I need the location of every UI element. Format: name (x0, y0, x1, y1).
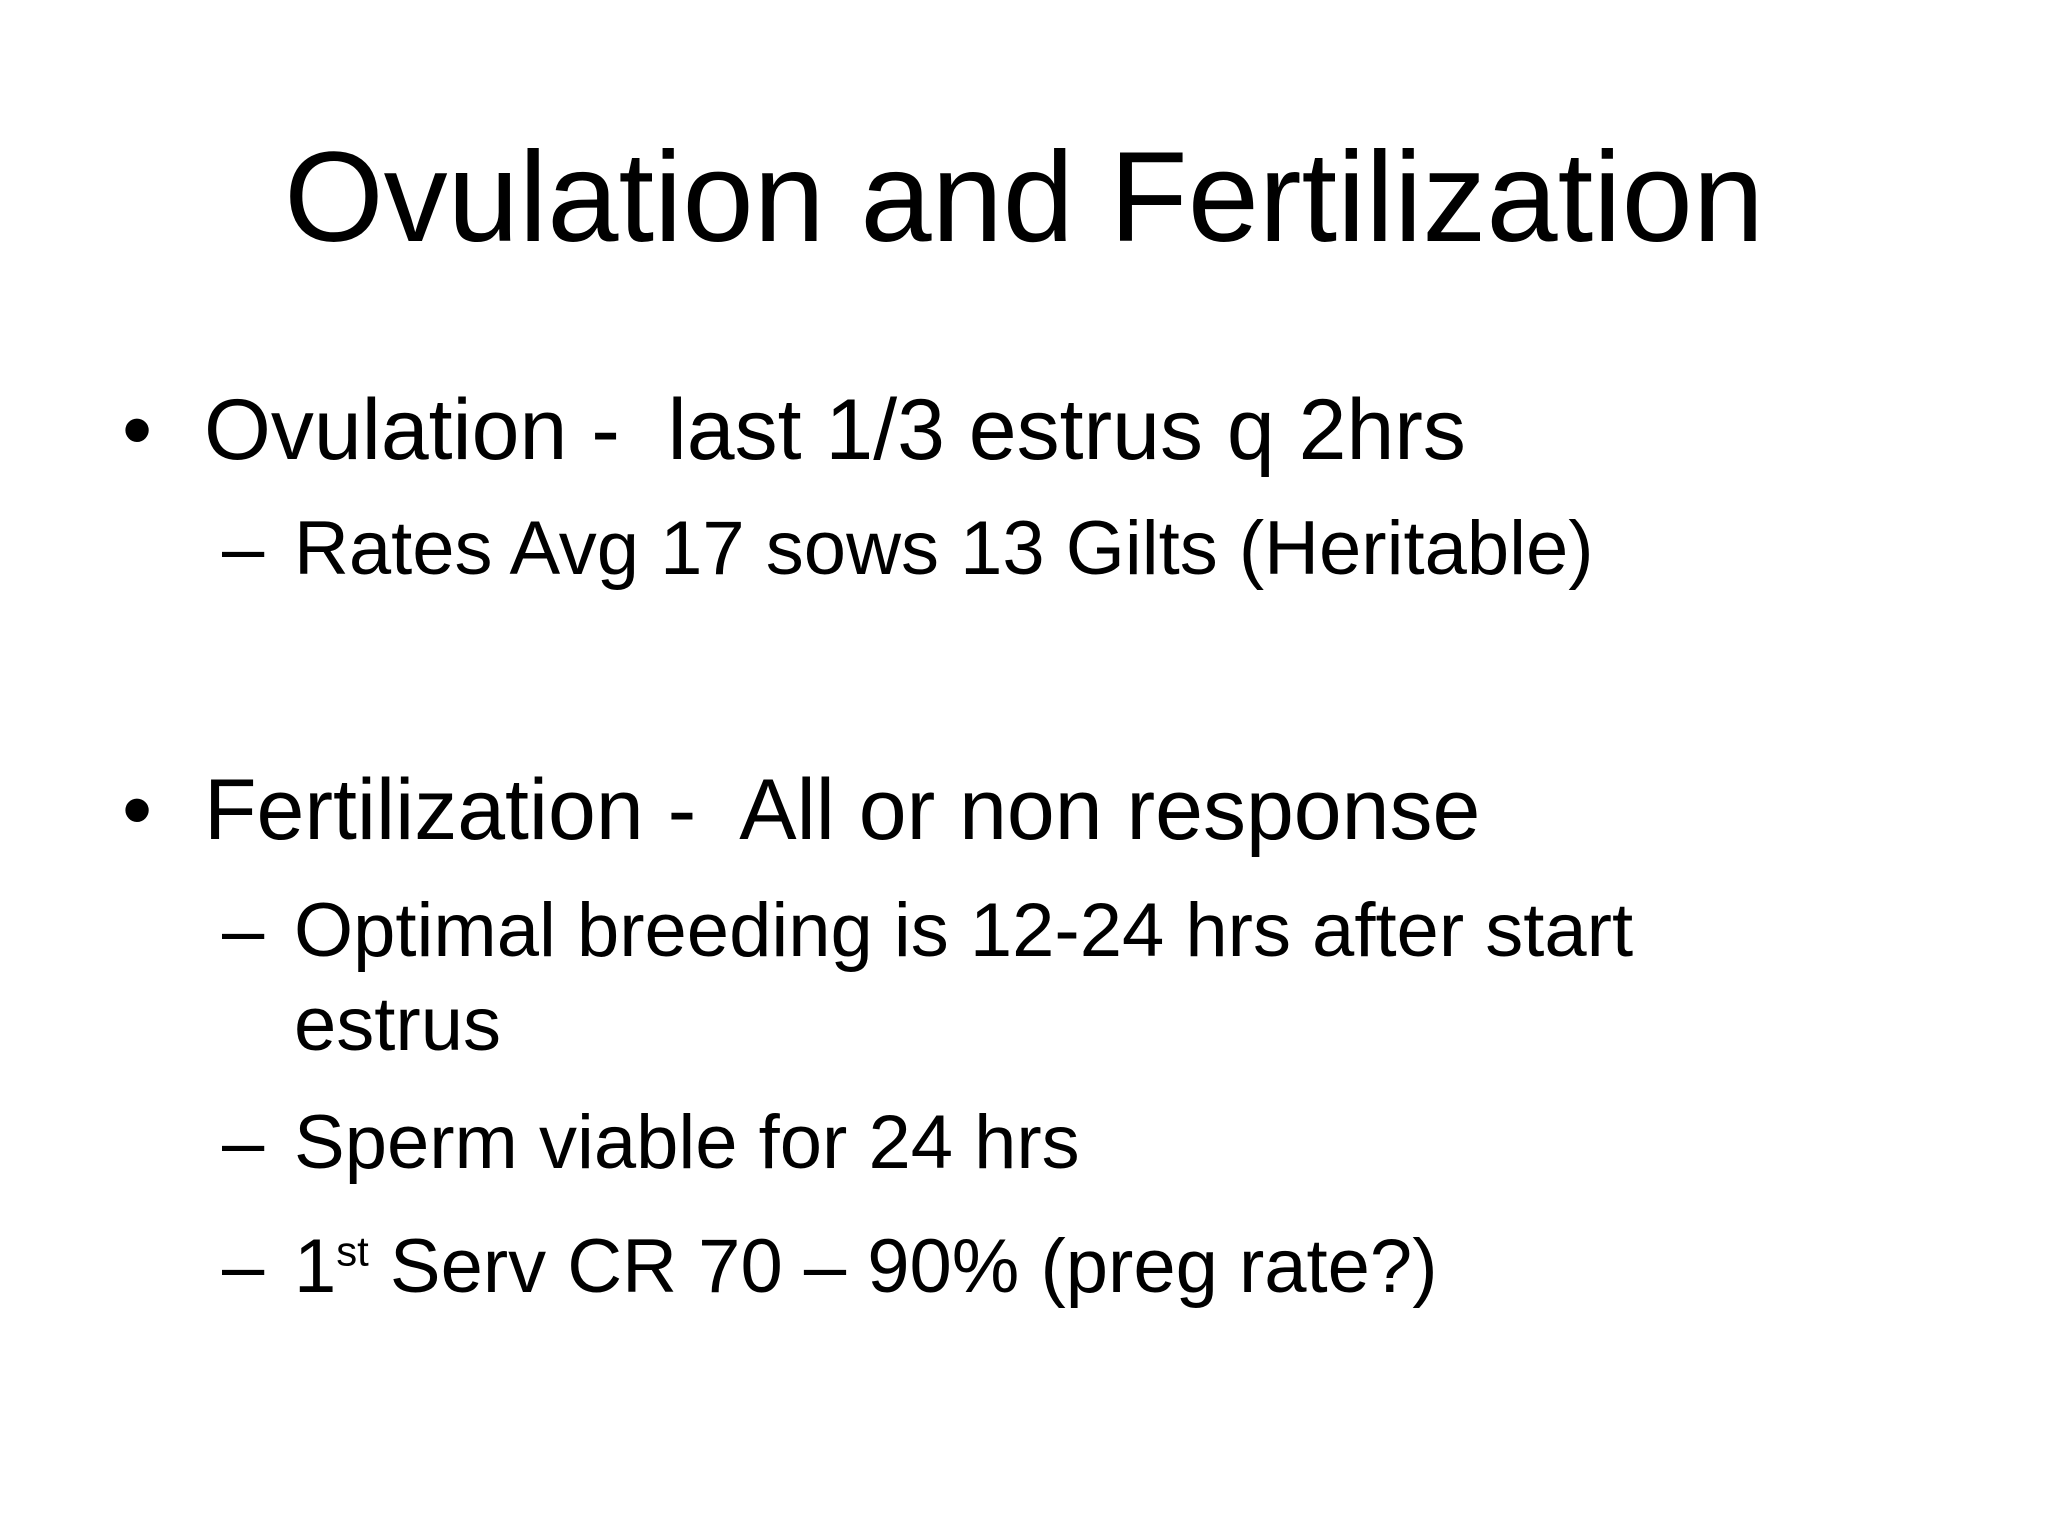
dash-marker: – (222, 1100, 265, 1185)
sub-bullet-text: Optimal breeding is 12-24 hrs after star… (294, 888, 1634, 1067)
slide-title: Ovulation and Fertilization (284, 126, 1764, 269)
dash-marker: – (222, 1224, 265, 1309)
bullet-marker: • (122, 382, 153, 478)
dash-marker: – (222, 888, 265, 973)
ordinal-suffix: st (336, 1227, 369, 1275)
bullet-text: Ovulation - last 1/3 estrus q 2hrs (204, 382, 1466, 478)
bullet-marker: • (122, 762, 153, 858)
bullet-text: Fertilization - All or non response (204, 762, 1481, 858)
sub-bullet-text: 1st Serv CR 70 – 90% (preg rate?) (294, 1220, 1854, 1314)
dash-marker: – (222, 506, 265, 591)
sub-bullet-rest: Serv CR 70 – 90% (preg rate?) (368, 1224, 1438, 1309)
sub-bullet-text: Sperm viable for 24 hrs (294, 1100, 1080, 1185)
sub-bullet-text: Rates Avg 17 sows 13 Gilts (Heritable) (294, 506, 1594, 591)
ordinal-number: 1 (294, 1224, 337, 1309)
